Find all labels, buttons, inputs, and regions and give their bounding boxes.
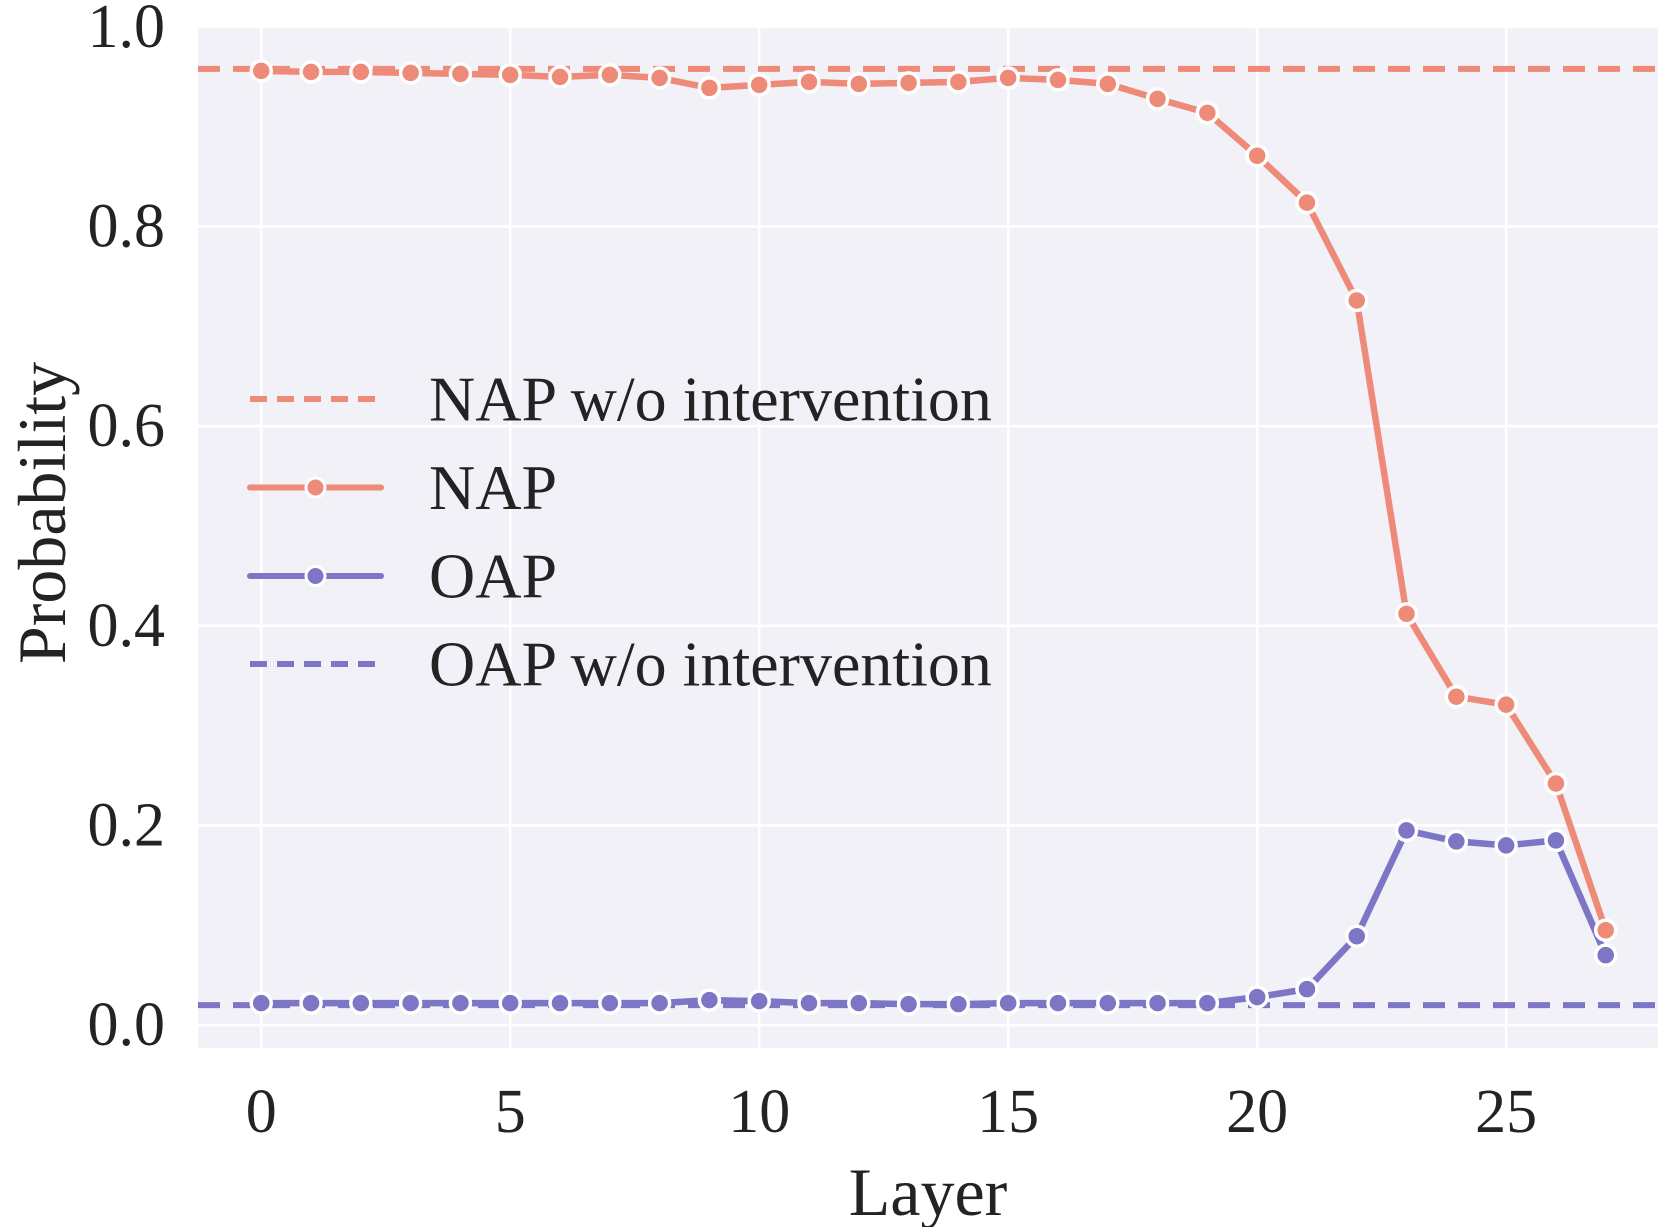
oap-marker <box>1295 977 1319 1001</box>
y-tick-label: 0.4 <box>88 592 166 660</box>
nap-marker <box>1544 771 1568 796</box>
oap-marker <box>647 991 672 1015</box>
oap-marker <box>249 991 273 1015</box>
y-axis-label: Probability <box>4 362 80 664</box>
oap-marker <box>1593 943 1618 967</box>
oap-marker <box>1394 818 1419 843</box>
nap-marker <box>747 73 771 97</box>
x-tick-label: 0 <box>246 1078 277 1146</box>
x-tick-label: 5 <box>495 1078 526 1146</box>
oap-marker <box>996 991 1020 1015</box>
oap-marker <box>598 991 622 1015</box>
oap-marker <box>797 991 821 1015</box>
x-tick-label: 15 <box>977 1078 1039 1146</box>
nap-marker <box>249 59 273 83</box>
nap-marker <box>548 65 572 89</box>
oap-marker <box>448 991 473 1015</box>
oap-marker <box>1344 924 1369 948</box>
plot-area <box>198 27 1658 1048</box>
oap-marker <box>1494 833 1518 858</box>
oap-marker <box>398 991 423 1015</box>
legend-label: OAP w/o intervention <box>429 629 992 700</box>
y-tick-label: 1.0 <box>88 0 166 61</box>
nap-marker <box>1145 87 1170 111</box>
oap-marker <box>1444 829 1469 854</box>
nap-marker <box>448 62 473 86</box>
oap-marker <box>697 988 722 1012</box>
oap-marker <box>946 992 971 1016</box>
oap-marker <box>1046 991 1070 1015</box>
oap-marker <box>1544 828 1568 853</box>
legend-label: NAP <box>429 452 557 523</box>
nap-marker <box>598 63 622 87</box>
nap-marker <box>996 66 1020 90</box>
nap-marker <box>1494 692 1518 717</box>
x-tick-label: 20 <box>1226 1078 1288 1146</box>
y-tick-label: 0.8 <box>88 193 166 261</box>
oap-marker <box>548 991 572 1015</box>
nap-marker <box>349 60 373 84</box>
nap-marker <box>797 70 821 94</box>
nap-marker <box>847 72 871 96</box>
nap-marker <box>1046 68 1070 92</box>
nap-marker <box>1593 918 1618 942</box>
nap-marker <box>1344 288 1369 313</box>
oap-marker <box>299 991 323 1015</box>
oap-marker <box>847 991 871 1015</box>
nap-line <box>257 67 1609 934</box>
nap-marker <box>398 61 423 85</box>
nap-marker <box>697 76 722 100</box>
nap-marker <box>896 71 921 95</box>
oap-marker <box>1145 991 1170 1015</box>
oap-marker <box>349 991 373 1015</box>
x-tick-label: 10 <box>728 1078 790 1146</box>
nap-marker <box>1444 684 1469 709</box>
nap-marker <box>1096 72 1120 96</box>
nap-marker <box>1195 101 1220 125</box>
oap-marker <box>498 991 522 1015</box>
y-tick-label: 0.6 <box>88 392 166 460</box>
oap-marker <box>1245 985 1269 1009</box>
nap-marker <box>498 63 522 87</box>
oap-marker <box>1195 991 1220 1015</box>
legend-sample-marker <box>304 565 327 587</box>
y-tick-label: 0.0 <box>88 991 166 1059</box>
nap-marker <box>1394 602 1419 626</box>
nap-marker <box>1245 143 1269 168</box>
nap-marker <box>299 60 323 84</box>
nap-marker <box>946 70 971 94</box>
y-tick-label: 0.2 <box>88 791 166 859</box>
nap-marker <box>647 66 672 90</box>
oap-marker <box>896 992 921 1016</box>
oap-line <box>257 827 1609 1008</box>
legend-label: NAP w/o intervention <box>429 364 992 435</box>
oap-marker <box>1096 991 1120 1015</box>
legend-sample-marker <box>304 476 327 499</box>
x-axis-label: Layer <box>849 1154 1008 1227</box>
nap-marker <box>1295 190 1319 215</box>
oap-marker <box>747 989 771 1013</box>
x-tick-label: 25 <box>1475 1078 1537 1146</box>
legend-label: OAP <box>429 541 557 612</box>
